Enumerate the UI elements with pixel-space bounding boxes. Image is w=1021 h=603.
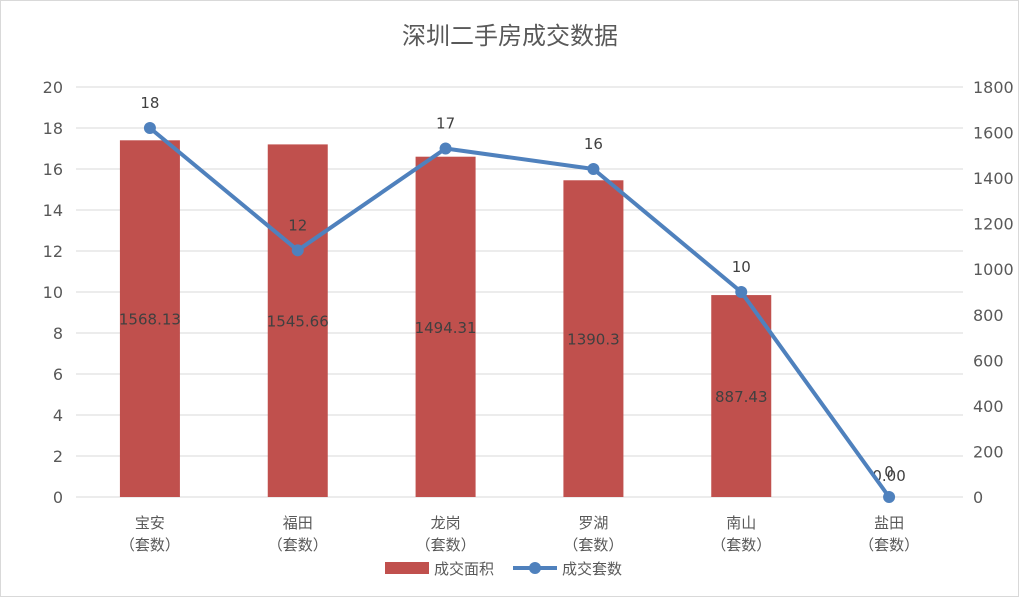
right-tick-label: 1000 — [973, 260, 1014, 279]
category-label: （套数） — [120, 536, 180, 554]
legend-swatch-point — [529, 562, 541, 574]
legend-swatch-bar — [385, 562, 429, 574]
right-tick-label: 0 — [973, 488, 983, 507]
category-label: 罗湖 — [578, 514, 608, 532]
line-data-label: 10 — [732, 258, 751, 276]
line-data-label: 18 — [140, 94, 159, 112]
line-point — [735, 286, 748, 298]
legend-label: 成交套数 — [562, 560, 622, 578]
category-label: （套数） — [563, 536, 623, 554]
bar — [415, 156, 476, 497]
left-tick-label: 14 — [43, 201, 63, 220]
bar-series — [119, 140, 772, 498]
left-tick-label: 2 — [53, 447, 63, 466]
bar-data-label: 1568.13 — [119, 311, 181, 329]
chart-title: 深圳二手房成交数据 — [402, 22, 618, 50]
right-axis: 0 200 400 600 800 1000 1200 1400 1600 1800 — [973, 78, 1014, 507]
left-axis: 0 2 4 6 8 10 12 14 16 18 20 — [43, 78, 63, 507]
legend: 成交面积 成交套数 — [385, 560, 622, 578]
left-tick-label: 0 — [53, 488, 63, 507]
line-point — [439, 142, 452, 155]
bar-data-label: 1545.66 — [267, 313, 329, 331]
bar — [711, 295, 772, 497]
line-data-label: 12 — [288, 216, 307, 234]
category-label: 盐田 — [874, 514, 904, 532]
legend-label: 成交面积 — [434, 560, 494, 578]
category-label: （套数） — [859, 536, 919, 554]
line-data-label: 16 — [584, 135, 603, 153]
category-label: 龙岗 — [431, 514, 461, 532]
bar-data-label: 0.00 — [872, 467, 905, 485]
right-tick-label: 1200 — [973, 215, 1014, 234]
category-label: 南山 — [726, 514, 756, 532]
line-data-labels: 18 12 17 16 10 0 — [140, 94, 893, 481]
right-tick-label: 1600 — [973, 124, 1014, 143]
left-tick-label: 10 — [43, 283, 63, 302]
right-tick-label: 600 — [973, 351, 1004, 370]
right-tick-label: 1400 — [973, 169, 1014, 188]
right-tick-label: 800 — [973, 306, 1004, 325]
bar — [267, 144, 328, 497]
left-tick-label: 8 — [53, 324, 63, 343]
bar-data-labels: 1568.13 1545.66 1494.31 1390.3 887.43 0.00 — [119, 311, 906, 485]
bar — [119, 140, 180, 498]
line-data-label: 17 — [436, 115, 455, 133]
left-tick-label: 20 — [43, 78, 63, 97]
bar-data-label: 887.43 — [715, 388, 768, 406]
category-label: 宝安 — [135, 514, 165, 532]
line-point — [291, 244, 304, 257]
bar-data-label: 1494.31 — [415, 319, 477, 337]
category-axis: 宝安 （套数） 福田 （套数） 龙岗 （套数） 罗湖 （套数） 南山 （套数） 盐田 （套数） — [120, 514, 919, 554]
left-tick-label: 12 — [43, 242, 63, 261]
left-tick-label: 16 — [43, 160, 63, 179]
category-label: 福田 — [283, 514, 313, 532]
bar-data-label: 1390.3 — [567, 331, 620, 349]
category-label: （套数） — [268, 536, 328, 554]
series-line — [147, 126, 892, 499]
category-label: （套数） — [711, 536, 771, 554]
line-point — [143, 122, 156, 134]
gridlines — [76, 86, 963, 498]
left-tick-label: 4 — [53, 406, 63, 425]
right-tick-label: 400 — [973, 397, 1004, 416]
right-tick-label: 1800 — [973, 78, 1014, 97]
line-point — [883, 491, 896, 503]
line-series — [143, 122, 896, 503]
left-tick-label: 6 — [53, 365, 63, 384]
line-point — [587, 163, 600, 175]
left-tick-label: 18 — [43, 119, 63, 138]
line-data-label: 0 — [884, 463, 894, 481]
category-label: （套数） — [416, 536, 476, 554]
bar — [563, 180, 624, 497]
right-tick-label: 200 — [973, 442, 1004, 461]
